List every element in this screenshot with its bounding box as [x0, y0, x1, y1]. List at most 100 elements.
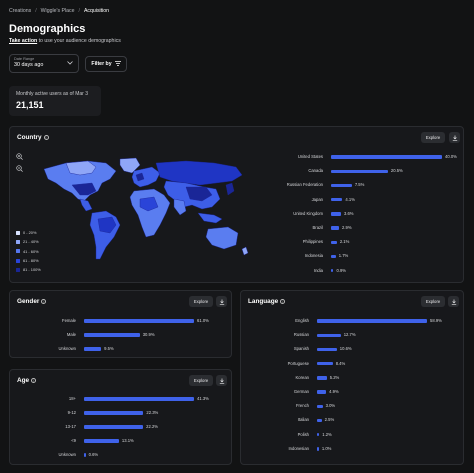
page-title: Demographics	[9, 23, 86, 35]
language-percent: 3.0%	[325, 403, 336, 409]
country-title: Country	[17, 134, 42, 141]
date-range-label: Date Range	[14, 57, 35, 61]
gender-row: Male 30.9%	[67, 332, 194, 338]
legend-label: 0 - 20%	[23, 230, 37, 236]
gender-row: Female 61.0%	[62, 318, 209, 324]
country-name: Indonesia	[304, 253, 323, 259]
country-bar	[331, 197, 343, 202]
country-percent: 20.5%	[390, 168, 403, 174]
language-explore-button[interactable]: Explore	[421, 296, 445, 307]
info-icon[interactable]: i	[280, 299, 286, 304]
country-bar	[331, 254, 336, 259]
breadcrumb-creations[interactable]: Creations	[9, 8, 32, 14]
gender-name: Female	[62, 318, 76, 323]
country-bar	[331, 212, 341, 216]
country-row: Japan 4.1%	[312, 196, 442, 203]
age-name: <9	[71, 438, 76, 443]
download-icon[interactable]	[449, 132, 460, 143]
country-explore-button[interactable]: Explore	[421, 132, 445, 143]
age-card: Age i Explore	[9, 369, 232, 465]
date-range-select[interactable]: Date Range 30 days ago	[9, 54, 79, 73]
country-name: Japan	[311, 196, 323, 202]
age-row: 9-12 22.3%	[68, 410, 194, 416]
language-name: Spanish	[293, 346, 309, 352]
country-percent: 2.1%	[339, 239, 350, 245]
age-name: 13-17	[65, 424, 76, 429]
gender-bar	[84, 319, 194, 323]
legend-swatch	[16, 239, 20, 244]
country-name: Philippines	[302, 239, 323, 245]
chevron-down-icon	[67, 61, 73, 67]
filter-by-button[interactable]: Filter by	[85, 56, 127, 72]
language-bar	[317, 418, 322, 423]
age-card-header: Age i	[17, 377, 37, 384]
gender-explore-button[interactable]: Explore	[189, 296, 213, 307]
subtitle-text: to use your audience demographics	[37, 38, 121, 44]
monthly-active-users-card: Monthly active users as of Mar 3 21,151	[9, 86, 101, 116]
download-icon[interactable]	[216, 375, 227, 386]
gender-card-header: Gender i	[17, 298, 47, 305]
legend-swatch	[16, 267, 20, 272]
country-bar	[331, 226, 340, 230]
mau-label: Monthly active users as of Mar 3	[16, 91, 88, 97]
page-subtitle: Take action to use your audience demogra…	[9, 38, 121, 44]
zoom-in-icon[interactable]	[16, 153, 23, 162]
language-percent: 58.9%	[430, 318, 442, 323]
language-name: Indonesian	[288, 445, 310, 451]
country-name: India	[313, 267, 323, 273]
legend-item: 41 - 60%	[16, 247, 41, 256]
language-card: Language i Explore	[240, 290, 464, 465]
age-explore-button[interactable]: Explore	[189, 375, 213, 386]
download-icon[interactable]	[216, 296, 227, 307]
country-name: Canada	[308, 168, 323, 174]
country-percent: 7.5%	[354, 182, 365, 188]
country-row: Canada 20.5%	[308, 168, 442, 174]
breadcrumb-wiggles-place[interactable]: Wiggle's Place	[40, 8, 75, 14]
language-row: Polish 1.2%	[298, 432, 427, 438]
legend-label: 61 - 80%	[23, 258, 39, 264]
country-name: United States	[297, 154, 323, 159]
country-percent: 4.1%	[345, 196, 355, 202]
language-row: English 58.9%	[295, 318, 442, 324]
date-range-value: 30 days ago	[14, 62, 44, 68]
breadcrumb-acquisition: Acquisition	[83, 8, 110, 14]
language-percent: 4.9%	[329, 389, 339, 394]
country-bar	[331, 240, 337, 244]
country-card-header: Country i	[17, 134, 49, 141]
take-action-link[interactable]: Take action	[9, 38, 38, 44]
country-row: Russian Federation 7.5%	[287, 182, 442, 188]
language-name: Italian	[297, 417, 309, 423]
gender-bar	[84, 347, 102, 351]
age-name: Unknown	[58, 452, 76, 457]
gender-percent: 9.5%	[104, 346, 114, 351]
language-name: Portuguese	[287, 360, 309, 366]
gender-title: Gender	[17, 298, 40, 305]
mau-value: 21,151	[16, 100, 44, 110]
legend-swatch	[16, 230, 20, 235]
gender-name: Unknown	[58, 346, 76, 351]
language-name: German	[293, 389, 309, 394]
age-row: 13-17 22.2%	[65, 424, 194, 430]
map-legend: 0 - 20% 21 - 40% 41 - 60% 61 - 80% 81 - 100%	[16, 228, 41, 274]
info-icon[interactable]: i	[31, 378, 37, 383]
age-row: Unknown 0.6%	[59, 452, 194, 458]
info-icon[interactable]: i	[41, 299, 47, 304]
age-row: 18+ 41.3%	[69, 396, 209, 402]
age-percent: 22.2%	[146, 424, 158, 429]
country-row: Indonesia 1.7%	[305, 253, 442, 259]
language-bar	[317, 432, 320, 437]
age-name: 9-12	[67, 410, 76, 415]
gender-bar	[84, 333, 140, 337]
language-row: Russian 12.7%	[294, 332, 427, 338]
gender-name: Male	[66, 332, 76, 337]
gender-row: Unknown 9.5%	[59, 346, 194, 352]
info-icon[interactable]: i	[43, 135, 49, 140]
zoom-out-icon[interactable]	[16, 165, 23, 174]
world-map[interactable]	[36, 155, 252, 265]
country-percent: 2.9%	[342, 225, 352, 230]
language-name: English	[295, 318, 309, 323]
download-icon[interactable]	[448, 296, 459, 307]
country-bar	[331, 183, 352, 188]
age-bar	[84, 397, 194, 401]
age-title: Age	[17, 377, 30, 384]
